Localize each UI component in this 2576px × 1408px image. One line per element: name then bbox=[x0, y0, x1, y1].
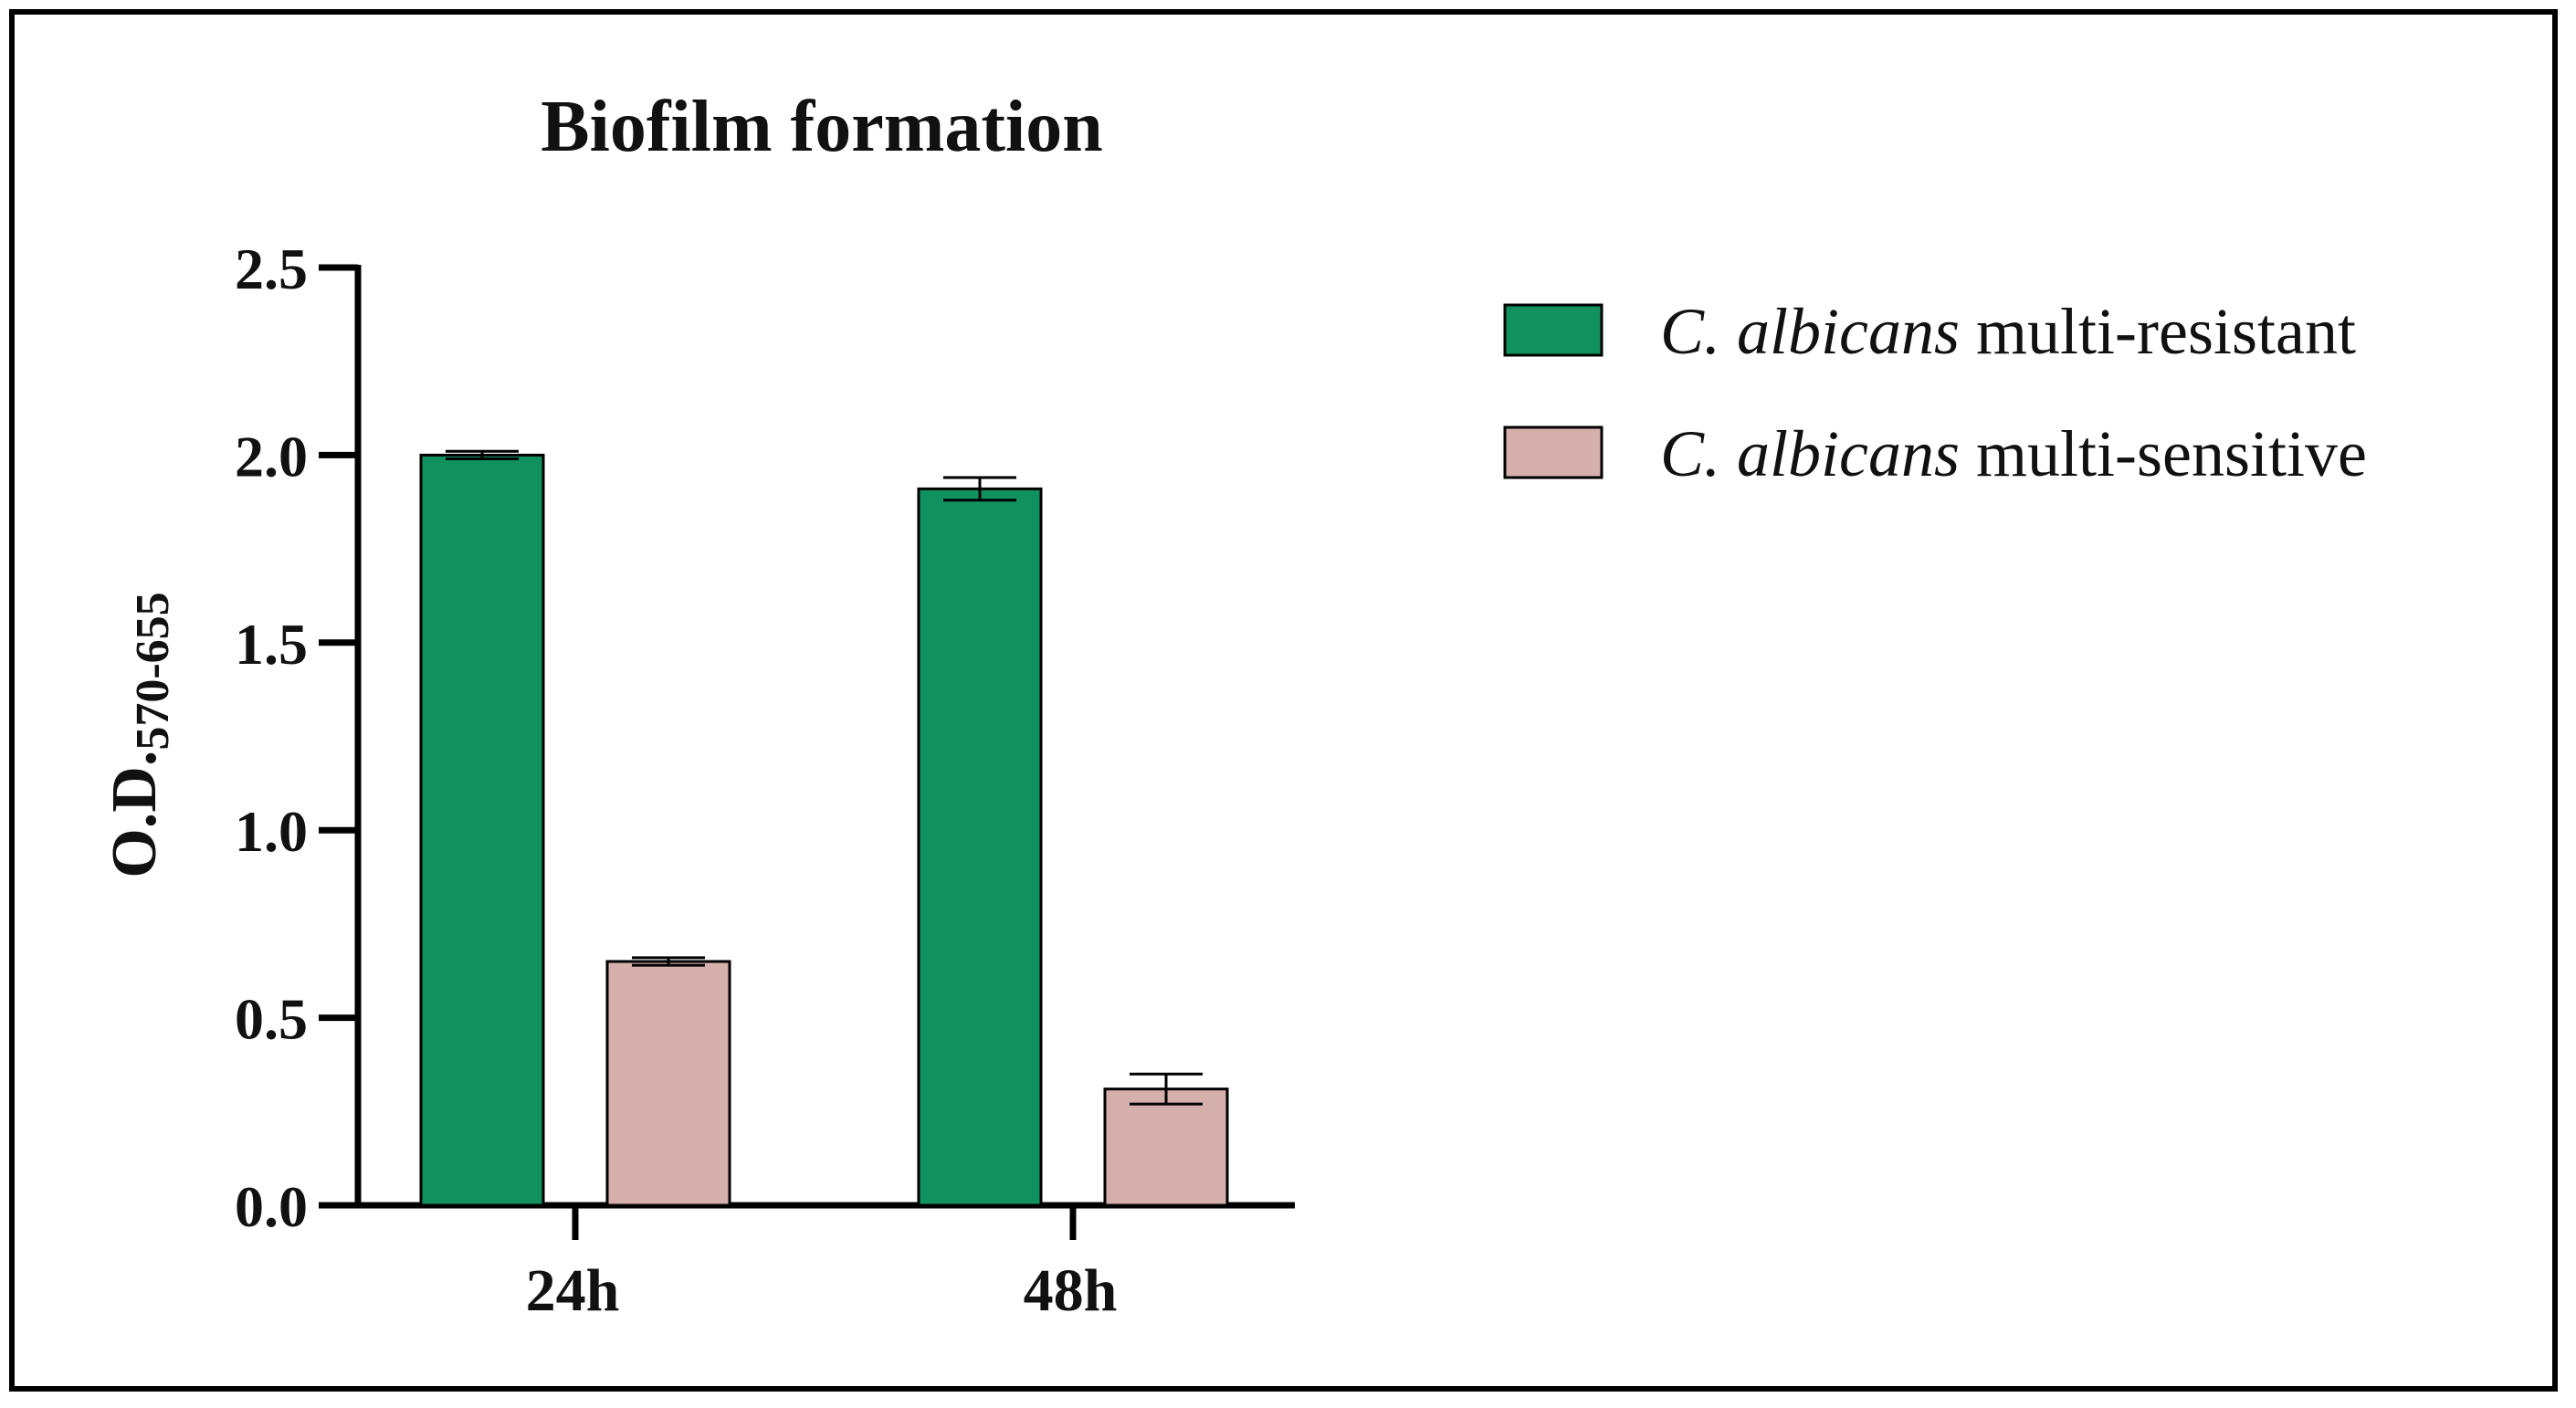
legend-label-species: C. albicans bbox=[1660, 417, 1976, 490]
chart-title: Biofilm formation bbox=[541, 87, 1102, 167]
y-axis-label: O.D.570-655 bbox=[100, 592, 179, 877]
bars bbox=[419, 449, 1229, 1207]
y-tick-label: 2.0 bbox=[235, 424, 308, 489]
legend-label-1: C. albicans multi-resistant bbox=[1660, 295, 2356, 368]
bar-24h-series-1 bbox=[419, 453, 545, 1207]
y-axis-label-main: O.D. bbox=[100, 751, 170, 878]
legend-label-type: multi-resistant bbox=[1976, 295, 2356, 368]
bar-48h-series-1 bbox=[917, 487, 1043, 1207]
legend-label-species: C. albicans bbox=[1660, 295, 1976, 368]
y-tick-label: 0.0 bbox=[235, 1174, 308, 1239]
y-tick-label: 0.5 bbox=[235, 987, 308, 1052]
legend-swatch-1 bbox=[1503, 303, 1603, 357]
legend-label-type: multi-sensitive bbox=[1976, 417, 2367, 490]
y-tick-label: 1.5 bbox=[235, 612, 308, 677]
y-tick-label: 2.5 bbox=[235, 236, 308, 301]
legend-label-2: C. albicans multi-sensitive bbox=[1660, 417, 2367, 490]
bar-48h-series-2 bbox=[1103, 1088, 1229, 1207]
legend-swatch-2 bbox=[1503, 426, 1603, 479]
axes: 0.0 0.5 1.0 1.5 2.0 2.5 24h 48h bbox=[235, 236, 1295, 1324]
y-axis-label-sub: 570-655 bbox=[127, 592, 179, 750]
x-tick-label: 24h bbox=[526, 1257, 620, 1324]
x-tick-label: 48h bbox=[1024, 1257, 1118, 1324]
bar-24h-series-2 bbox=[605, 960, 731, 1207]
y-tick-label: 1.0 bbox=[235, 799, 308, 864]
figure-frame bbox=[9, 9, 2558, 1392]
